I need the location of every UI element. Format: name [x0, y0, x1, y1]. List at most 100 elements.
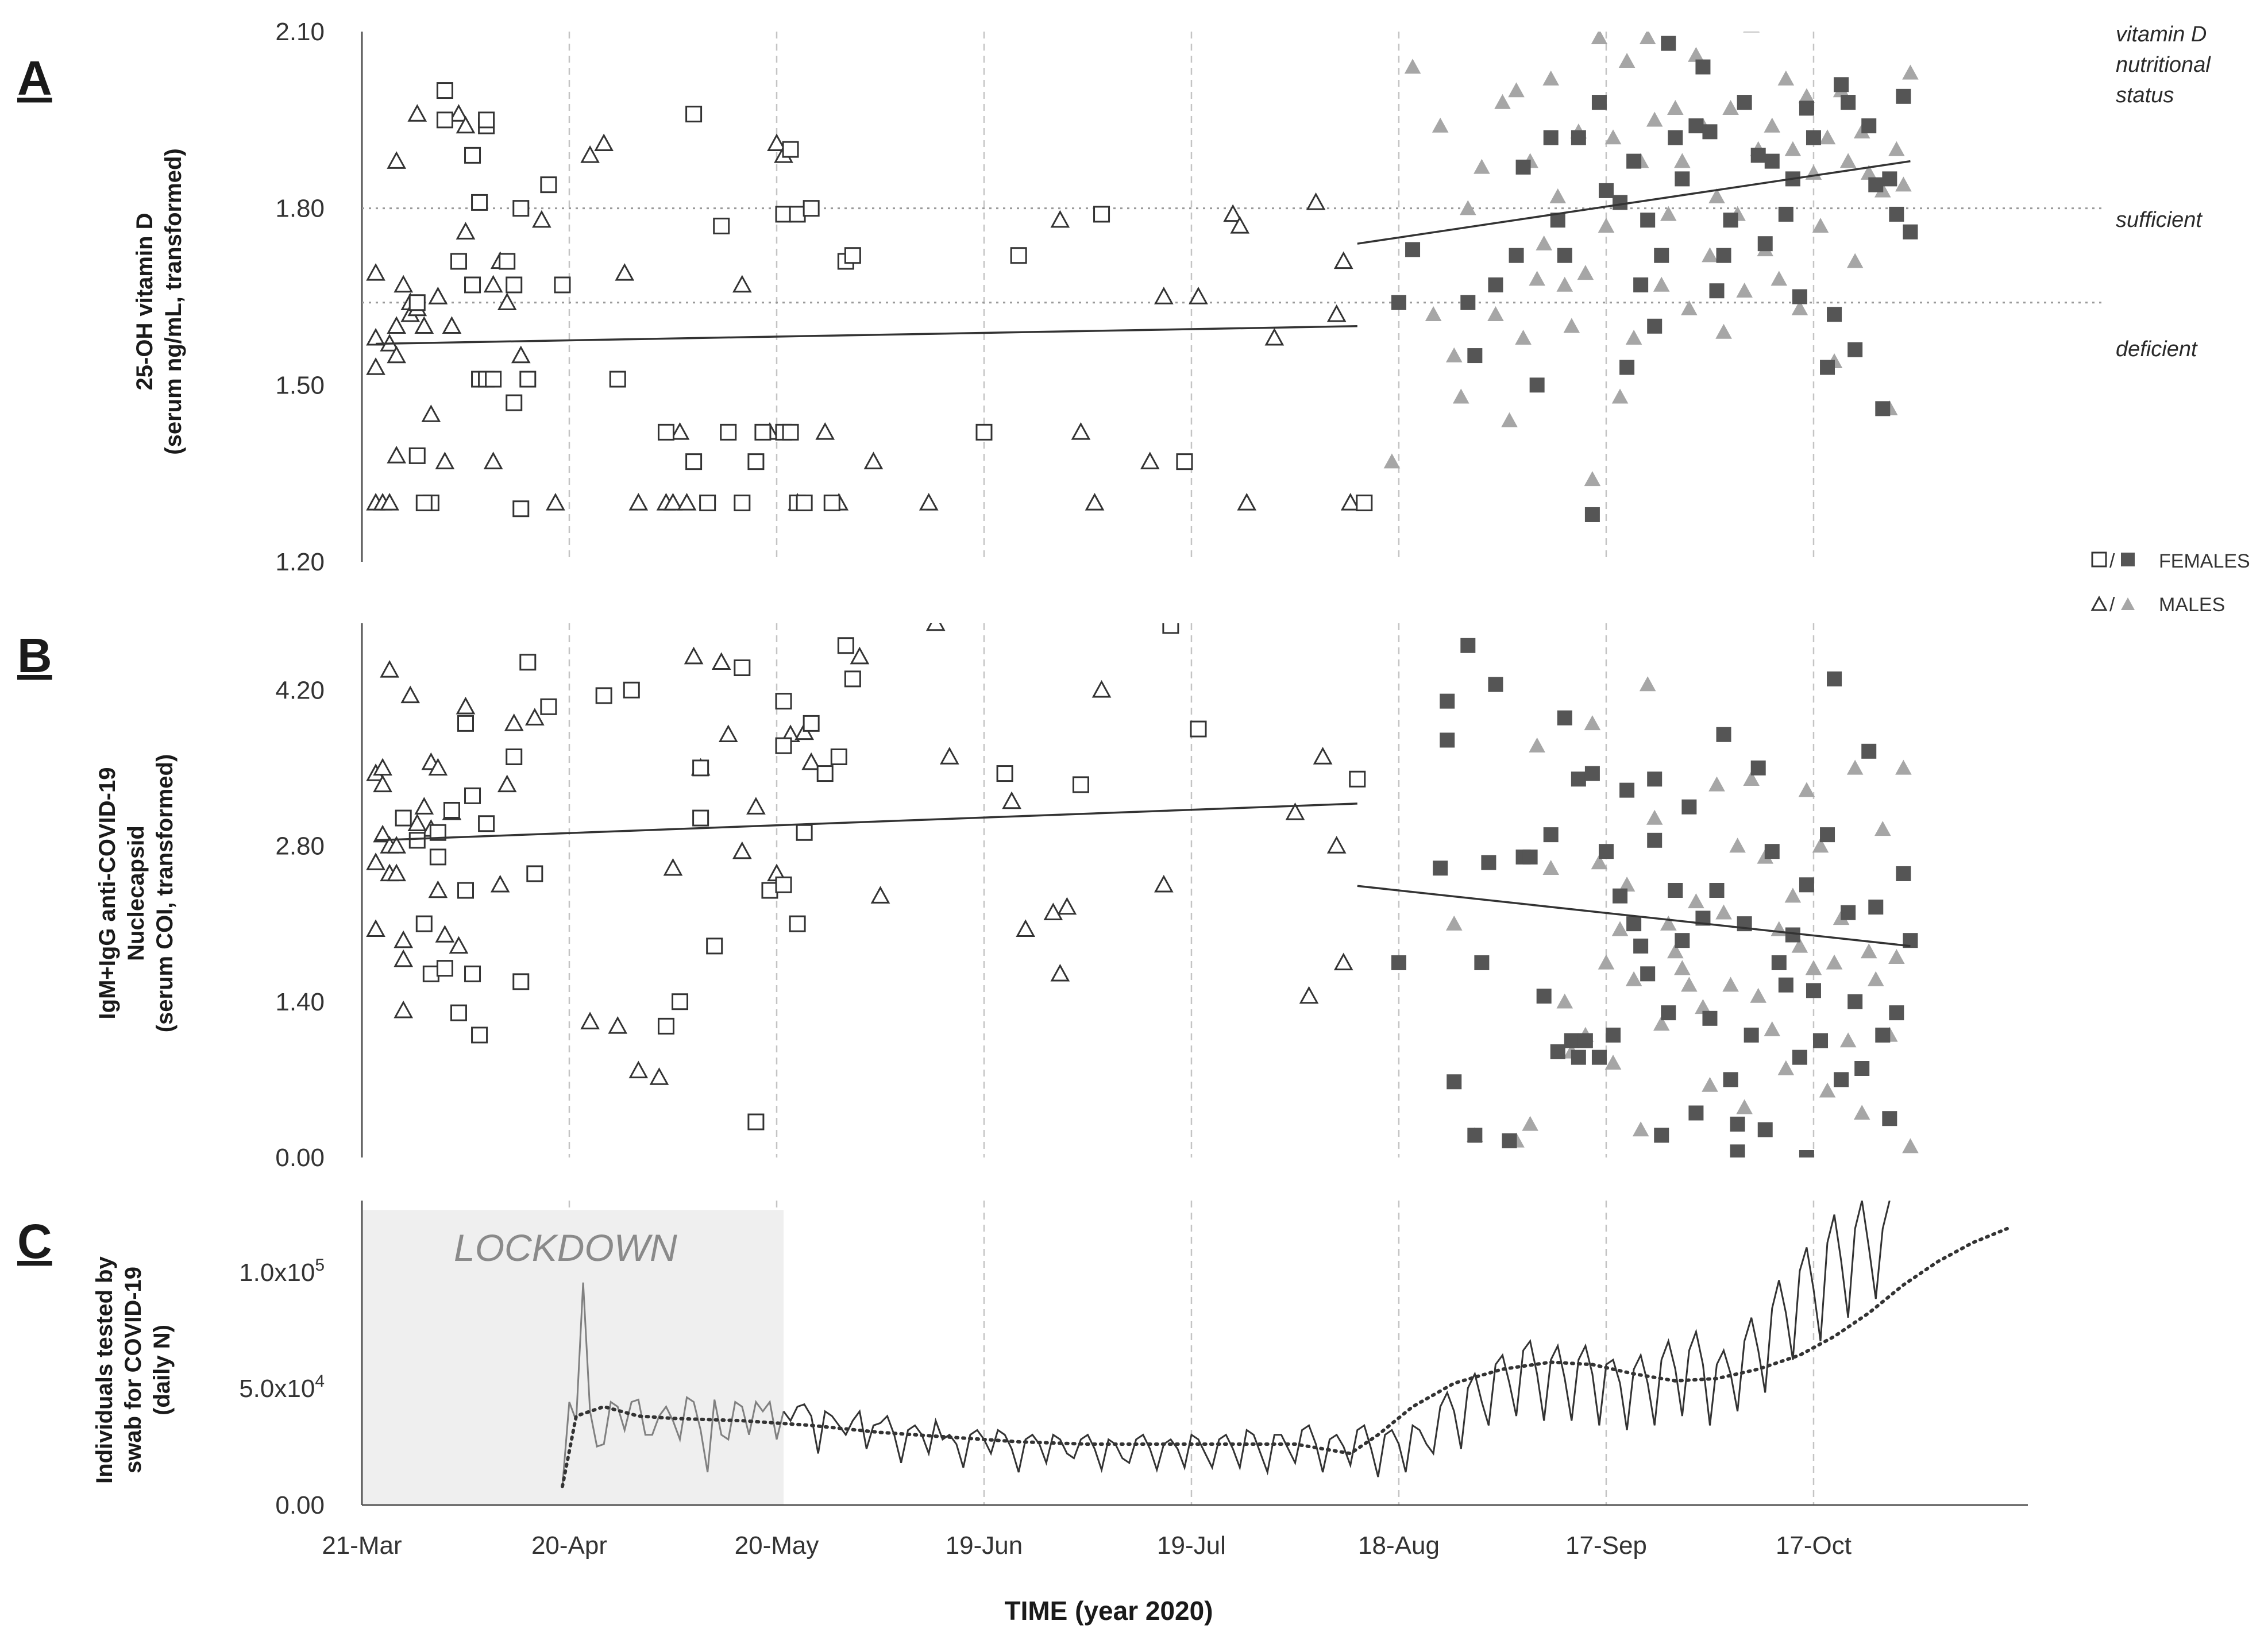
female-point-late-49 — [1488, 277, 1503, 292]
male-point-early-20 — [435, 452, 455, 469]
female-point-late-48 — [1467, 348, 1483, 364]
female-point-late-19 — [1695, 59, 1711, 75]
female-point-late-29 — [1640, 966, 1656, 982]
male-point-early-24 — [456, 696, 476, 715]
male-point-early-8 — [387, 345, 407, 364]
female-point-late-48 — [1764, 844, 1780, 859]
female-point-late-50 — [1778, 977, 1793, 993]
male-point-late-40 — [1708, 188, 1725, 203]
male-point-late-60 — [1846, 253, 1864, 268]
female-point-late-55 — [1813, 1033, 1829, 1048]
female-point-early-26 — [685, 453, 703, 470]
female-point-late-23 — [1737, 95, 1752, 110]
y-tick-a-1: 1.50 — [275, 371, 325, 399]
y-tick-c-2-exp: 5 — [315, 1256, 325, 1275]
male-point-early-34 — [615, 263, 635, 281]
female-point-late-33 — [1827, 307, 1842, 322]
female-point-late-34 — [1834, 77, 1849, 92]
male-point-late-66 — [1888, 141, 1905, 156]
y-tick-c-2-base: 1.0x10 — [239, 1259, 315, 1287]
male-point-early-35 — [628, 493, 649, 511]
male-point-early-23 — [456, 222, 476, 240]
male-point-late-16 — [1542, 70, 1560, 86]
male-point-late-43 — [1819, 1082, 1836, 1098]
female-point-late-12 — [1626, 153, 1642, 169]
male-point-early-64 — [1349, 11, 1366, 26]
female-point-early-17 — [512, 200, 530, 217]
panel-a-points — [366, 0, 1919, 522]
female-point-early-32 — [754, 423, 772, 441]
male-point-late-23 — [1681, 977, 1698, 992]
female-point-late-1 — [1433, 861, 1448, 876]
legend-female-separator: / — [2109, 550, 2115, 572]
male-point-early-30 — [608, 1016, 628, 1034]
panel-a-trends — [376, 160, 1911, 345]
male-point-early-58 — [1264, 327, 1285, 346]
male-point-late-1 — [1404, 59, 1421, 74]
female-point-early-26 — [706, 937, 723, 955]
male-point-late-10 — [1501, 412, 1518, 427]
male-point-late-18 — [1646, 809, 1663, 825]
female-point-late-20 — [1577, 1033, 1593, 1048]
male-point-late-47 — [1846, 759, 1864, 775]
y-tick-b-1: 1.40 — [275, 988, 325, 1016]
male-point-late-39 — [1791, 937, 1808, 953]
female-point-late-14 — [1654, 248, 1669, 263]
male-point-early-62 — [1333, 251, 1353, 269]
male-point-late-24 — [1598, 218, 1615, 233]
female-point-early-3 — [422, 965, 439, 982]
female-point-early-29 — [720, 423, 737, 441]
male-point-late-14 — [1618, 877, 1636, 892]
female-point-early-2 — [415, 915, 433, 932]
female-point-early-47 — [1176, 453, 1193, 470]
female-point-late-21 — [1584, 766, 1600, 781]
male-point-late-41 — [1715, 323, 1732, 339]
male-point-late-55 — [1812, 218, 1829, 233]
male-point-late-62 — [1860, 164, 1877, 180]
female-point-early-41 — [823, 494, 840, 511]
male-point-early-1 — [366, 852, 385, 870]
legend-female-open-square — [2091, 551, 2107, 568]
female-point-early-11 — [464, 787, 481, 804]
male-point-early-13 — [394, 949, 414, 967]
female-point-early-17 — [519, 654, 537, 671]
male-point-early-16 — [414, 316, 434, 334]
male-point-early-58 — [1326, 836, 1347, 854]
male-point-late-63 — [1868, 0, 1884, 3]
male-point-late-2 — [1425, 306, 1442, 321]
grid-a — [568, 32, 1815, 562]
x-axis-title: TIME (year 2020) — [1004, 1596, 1213, 1626]
female-point-early-41 — [1072, 776, 1089, 793]
male-point-early-32 — [580, 145, 600, 163]
female-point-early-14 — [478, 815, 495, 832]
female-point-early-37 — [796, 494, 813, 511]
male-point-early-51 — [1085, 493, 1105, 511]
male-point-early-19 — [428, 287, 448, 304]
male-point-late-10 — [1591, 854, 1608, 870]
female-point-early-27 — [699, 494, 716, 511]
x-tick-3: 19-Jun — [946, 1531, 1023, 1560]
female-point-late-31 — [1806, 130, 1821, 145]
female-point-late-6 — [1467, 1128, 1483, 1143]
female-point-late-14 — [1543, 827, 1559, 843]
female-point-early-14 — [478, 111, 495, 129]
male-point-early-0 — [366, 263, 385, 281]
female-point-late-59 — [1841, 905, 1856, 920]
female-point-early-12 — [471, 194, 488, 211]
male-point-early-43 — [801, 752, 821, 770]
female-point-late-37 — [1688, 1105, 1704, 1121]
female-point-early-12 — [464, 965, 481, 982]
female-point-late-46 — [1750, 760, 1766, 775]
female-point-late-42 — [1723, 1072, 1738, 1087]
male-point-late-33 — [1660, 206, 1677, 221]
male-point-early-27 — [504, 713, 524, 731]
female-point-late-32 — [1820, 360, 1835, 375]
male-point-late-4 — [1529, 737, 1545, 753]
female-point-late-17 — [1675, 171, 1690, 187]
male-point-late-9 — [1584, 715, 1601, 731]
female-point-late-64 — [1875, 1027, 1891, 1043]
female-point-early-0 — [408, 447, 426, 464]
trend-line-a-0 — [376, 325, 1357, 345]
male-point-late-12 — [1604, 1055, 1622, 1070]
male-point-early-47 — [863, 452, 884, 469]
